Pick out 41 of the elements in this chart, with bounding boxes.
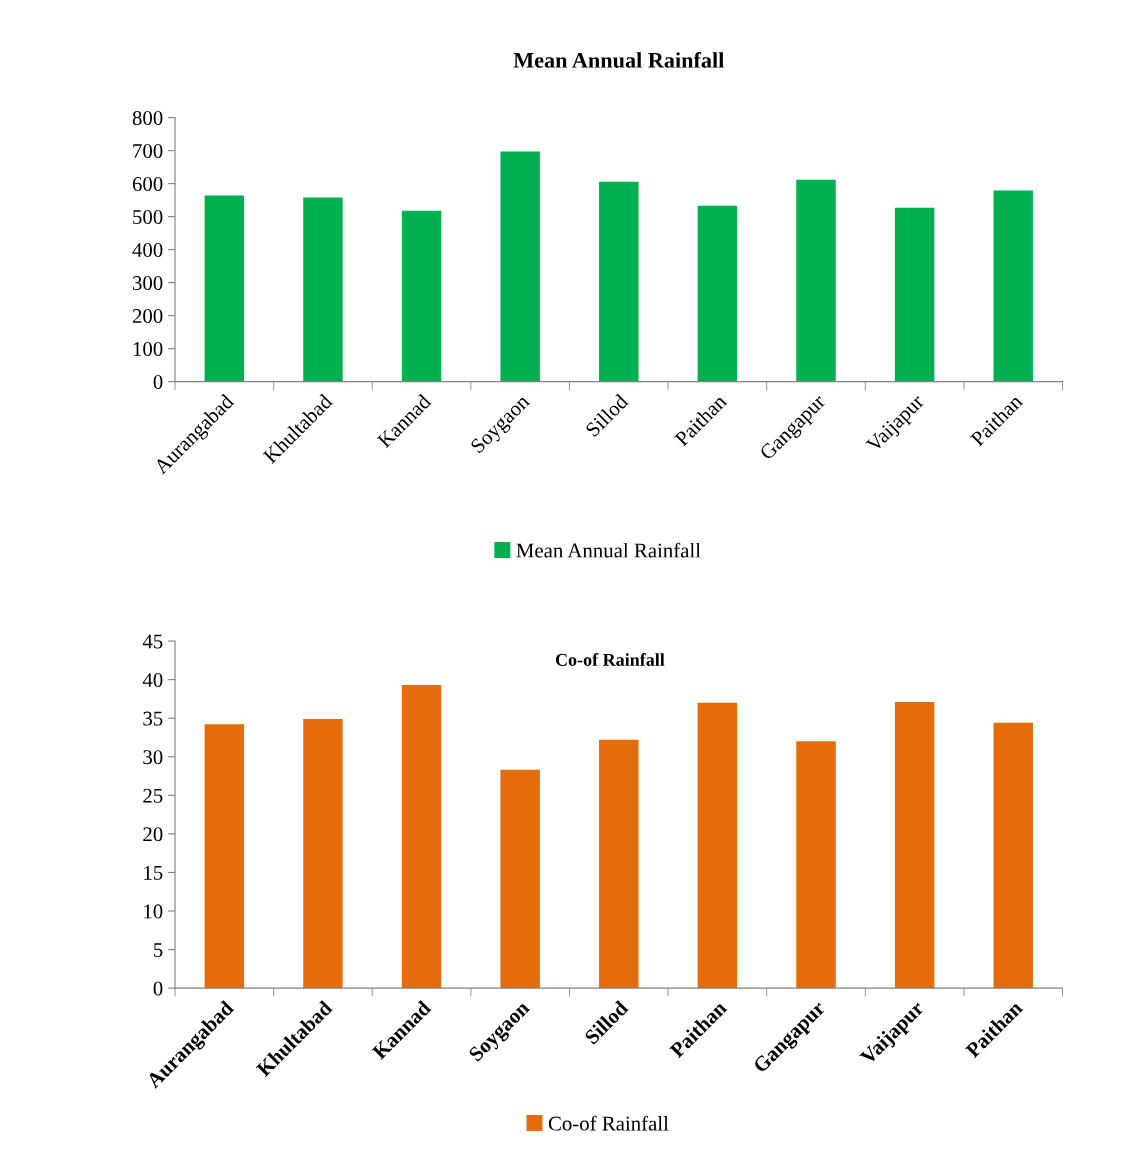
bar [401,685,442,989]
y-tick-label: 700 [133,143,163,159]
y-tick-label: 800 [132,110,163,126]
legend-label: Mean Annual Rainfall [516,542,701,558]
bar [500,151,540,382]
y-tick-label: 200 [132,309,163,324]
bar [894,702,935,989]
y-tick-label: 300 [132,276,163,291]
y-tick-label: 45 [142,634,163,649]
y-tick-label: 30 [143,750,163,765]
y-tick-label: 0 [153,375,163,390]
bar [796,179,836,382]
y-tick-label: 5 [154,943,163,957]
text: Co-of Rainfall [555,653,665,666]
bar [993,190,1033,382]
bar [500,769,540,989]
y-tick-label: 500 [133,209,163,225]
y-tick-label: 0 [153,981,163,996]
y-tick-label: 35 [143,711,163,726]
y-tick-label: 10 [144,904,163,919]
bar [204,195,245,382]
bar [599,181,639,382]
bar [894,207,935,382]
legend-label: Co-of Rainfall [548,1115,669,1131]
y-tick-label: 400 [132,243,163,258]
chart-title: Mean Annual Rainfall [513,51,724,68]
bar [599,739,639,989]
y-tick-label: 25 [143,788,163,803]
bar [303,197,343,382]
y-tick-label: 15 [144,865,163,880]
bar [204,724,245,989]
bar [697,205,738,382]
bar [303,718,343,989]
bar [796,741,836,989]
y-tick-label: 20 [143,827,163,842]
y-tick-label: 100 [133,342,163,357]
bar [401,210,442,382]
y-tick-label: 600 [132,176,163,192]
bar [697,702,738,989]
bar [993,722,1033,989]
y-tick-label: 40 [142,673,163,688]
